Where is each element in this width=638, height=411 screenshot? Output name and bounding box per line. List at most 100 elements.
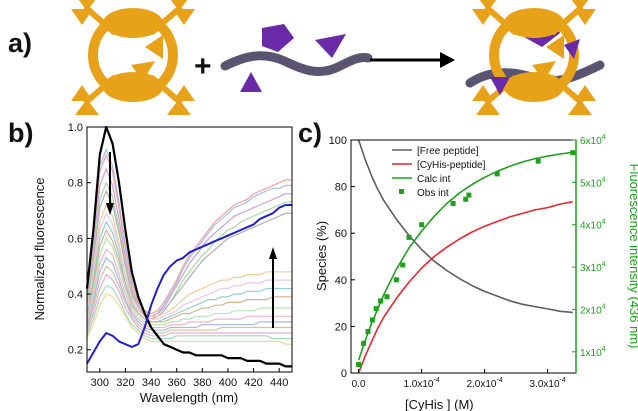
- panel-b-x-axis-label: Wavelength (nm): [140, 390, 239, 405]
- y2-tick-label: 2x104: [580, 303, 606, 316]
- y-tick-label: 1.0: [68, 122, 83, 134]
- titration-series: [357, 139, 573, 374]
- x-tick-label: 0.0: [352, 379, 366, 390]
- panel-a: a) +: [8, 0, 605, 115]
- x-tick-label: 420: [244, 377, 262, 389]
- y-tick-label: 100: [329, 135, 347, 147]
- spectrum-line-10: [86, 229, 292, 323]
- spectrum-line-11: [86, 237, 292, 326]
- observed-intensity-markers: [356, 150, 576, 367]
- x-tick-label: 3.0x10-4: [530, 377, 566, 390]
- legend-label-bound: [CyHis-peptide]: [417, 160, 486, 171]
- spectrum-line-15: [86, 274, 292, 337]
- y2-tick-label: 6x104: [580, 134, 606, 147]
- y2-tick-label: 4x104: [580, 219, 606, 232]
- spectrum-line-4: [86, 168, 292, 317]
- x-tick-label: 1.0x10-4: [403, 377, 439, 390]
- y-tick-label: 0.6: [68, 233, 83, 245]
- panel-b-label: b): [8, 118, 33, 148]
- x-tick-label: 380: [193, 377, 211, 389]
- reaction-arrow: [370, 52, 455, 68]
- legend-label-calc: Calc int: [417, 174, 451, 185]
- obs-int-point: [466, 192, 472, 198]
- panel-c-y2-ticks: 1x104 2x104 3x104 4x104 5x104 6x104: [572, 134, 606, 359]
- legend-label-free: [Free peptide]: [417, 146, 479, 157]
- y-tick-label: 0: [341, 368, 347, 380]
- panel-c: c) 0.0 1.0x10-4 2.0x10-4 3.0x10-4 0 20 40 60 80…: [298, 118, 638, 411]
- y-tick-label: 0.2: [68, 345, 83, 357]
- series-line-2: [357, 151, 573, 361]
- x-tick-label: 360: [168, 377, 186, 389]
- obs-int-point: [378, 298, 384, 304]
- obs-int-point: [419, 222, 425, 228]
- spectrum-line-5: [86, 182, 292, 320]
- x-tick-label: 400: [219, 377, 237, 389]
- spectrum-line-2: [86, 148, 292, 317]
- panel-b-x-ticks: 300 320 340 360 380 400 420 440: [91, 368, 288, 389]
- panel-b-frame: [86, 126, 293, 373]
- series-line-0: [357, 139, 573, 314]
- spectrum-line-17: [86, 293, 292, 345]
- panel-c-label: c): [298, 118, 322, 148]
- y2-tick-label: 1x104: [580, 346, 606, 359]
- peptide-icon: [220, 24, 373, 92]
- x-tick-label: 340: [142, 377, 160, 389]
- y2-tick-label: 3x104: [580, 261, 606, 274]
- y-tick-label: 40: [335, 275, 347, 287]
- panel-c-x-axis-label: [CyHis ] (M): [405, 397, 474, 411]
- y-tick-label: 0.8: [68, 178, 83, 190]
- obs-int-point: [570, 150, 576, 156]
- spectrum-line-7: [86, 204, 292, 317]
- x-tick-label: 320: [116, 377, 134, 389]
- obs-int-point: [450, 201, 456, 206]
- panel-b-y-axis-label: Normalized fluorescence: [32, 177, 47, 320]
- x-tick-label: 300: [91, 377, 109, 389]
- increase-arrow: [269, 247, 277, 328]
- legend-swatch-obs: [399, 189, 404, 194]
- spectrum-line-9: [86, 221, 292, 323]
- obs-int-point: [361, 340, 367, 346]
- obs-int-point: [494, 171, 500, 177]
- obs-int-point: [369, 317, 375, 323]
- panel-c-y-axis-label: Species (%): [314, 221, 329, 291]
- spectrum-line-6: [86, 190, 292, 320]
- y-tick-label: 80: [335, 182, 347, 194]
- obs-int-point: [373, 306, 379, 312]
- obs-int-point: [365, 329, 371, 334]
- obs-int-point: [400, 262, 406, 268]
- panel-b-y-ticks: 0.2 0.4 0.6 0.8 1.0: [68, 122, 91, 357]
- panel-a-label: a): [8, 28, 32, 58]
- y-tick-label: 60: [335, 228, 347, 240]
- spectrum-line-12: [86, 248, 292, 329]
- y-tick-label: 0.4: [68, 289, 83, 301]
- spectrum-line-16: [86, 285, 292, 340]
- obs-int-point: [535, 158, 541, 164]
- obs-int-point: [406, 234, 412, 240]
- spectrum-line-13: [86, 257, 292, 331]
- panel-b: b) 300 320 340 360 380 400 420 440 0.2 0.4 0.6 0.8…: [8, 118, 293, 405]
- legend-label-obs: Obs int: [417, 188, 449, 199]
- spectra-series: [85, 125, 292, 368]
- panel-c-y2-axis-label: Fluorescence intensity (436 nm): [627, 164, 638, 349]
- spectrum-line-3: [86, 154, 292, 315]
- obs-int-point: [384, 294, 390, 300]
- decrease-arrow: [106, 152, 114, 215]
- host-macrocycle-icon: [71, 0, 195, 115]
- panel-c-legend: [Free peptide] [CyHis-peptide] Calc int …: [392, 146, 486, 199]
- plus-sign: +: [194, 50, 212, 83]
- panel-c-x-ticks: 0.0 1.0x10-4 2.0x10-4 3.0x10-4: [352, 369, 566, 390]
- spectrum-line-8: [86, 212, 292, 320]
- spectrum-line-14: [86, 265, 292, 334]
- panel-c-frame: [350, 139, 577, 374]
- y2-tick-label: 5x104: [580, 176, 606, 189]
- series-line-1: [357, 200, 573, 374]
- obs-int-point: [463, 196, 469, 202]
- x-tick-label: 440: [270, 377, 288, 389]
- y-tick-label: 20: [335, 321, 347, 333]
- x-tick-label: 2.0x10-4: [466, 377, 502, 390]
- obs-int-point: [356, 362, 362, 367]
- spectrum-line-0: [85, 125, 292, 368]
- host-guest-complex-icon: [465, 0, 605, 115]
- panel-c-y-ticks: 0 20 40 60 80 100: [329, 135, 355, 380]
